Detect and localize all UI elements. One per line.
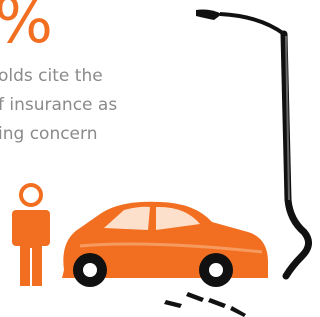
headline: % [0,0,53,57]
road-marks [164,292,246,317]
body-line: ing concern [0,124,98,144]
body-line: olds cite the [0,66,103,86]
car-icon [62,202,268,287]
infographic: % olds cite the f insurance as ing conce… [0,0,320,317]
body-line: f insurance as [0,95,117,115]
person-icon [12,185,50,286]
page: % olds cite the f insurance as ing conce… [0,0,320,317]
